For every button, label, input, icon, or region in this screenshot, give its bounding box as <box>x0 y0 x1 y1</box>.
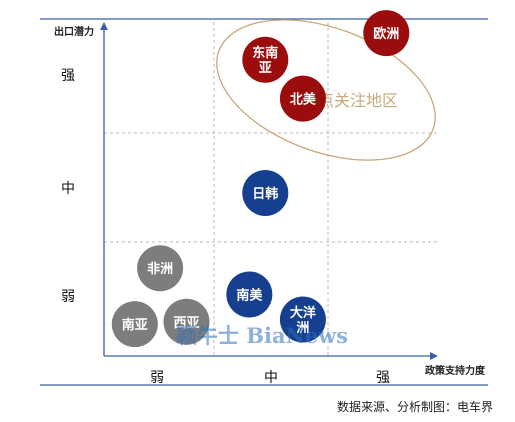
point-4-label: 日韩 <box>252 186 278 202</box>
y-tick-label-3: 强 <box>61 68 75 84</box>
point-6-label: 南美 <box>236 287 263 303</box>
point-5-label: 大洋洲 <box>290 305 316 336</box>
point-1-label: 北美 <box>290 92 317 108</box>
source-note: 数据来源、分析制图：电车界 <box>336 400 493 414</box>
point-6-marker <box>226 271 273 318</box>
point-8-label: 西亚 <box>173 316 199 331</box>
point-7-marker <box>111 301 158 348</box>
point-9-label: 非洲 <box>147 261 173 277</box>
point-3-label: 欧洲 <box>373 26 399 42</box>
y-tick-label-1: 弱 <box>61 289 75 305</box>
y-tick-label-2: 中 <box>61 181 75 197</box>
axes <box>40 18 488 386</box>
point-8-marker <box>163 298 210 345</box>
point-9-marker <box>137 245 184 292</box>
axis-labels: 出口潜力政策支持力度弱中强弱中强 <box>54 25 486 386</box>
x-tick-label-1: 弱 <box>150 370 164 386</box>
x-tick-label-2: 中 <box>264 370 278 386</box>
point-1-marker <box>279 75 326 122</box>
point-2-marker <box>242 36 289 83</box>
point-3-marker <box>363 10 410 57</box>
grid-lines <box>104 22 438 356</box>
y-axis-arrow <box>100 22 108 30</box>
point-5-marker <box>279 296 326 343</box>
watermark-text: 颖牛士 BiaNews <box>176 323 348 348</box>
point-4-marker <box>242 169 289 216</box>
focus-region-label: 重点关注地区 <box>302 91 398 110</box>
x-axis-title: 政策支持力度 <box>425 364 486 377</box>
x-tick-label-3: 强 <box>376 370 390 386</box>
point-7-label: 南亚 <box>122 317 148 333</box>
focus-region-ellipse <box>216 19 436 161</box>
focus-region: 重点关注地区 <box>216 19 436 161</box>
y-axis-title: 出口潜力 <box>54 25 94 38</box>
x-axis-arrow <box>430 352 438 360</box>
point-2-label: 东南亚 <box>252 45 278 76</box>
